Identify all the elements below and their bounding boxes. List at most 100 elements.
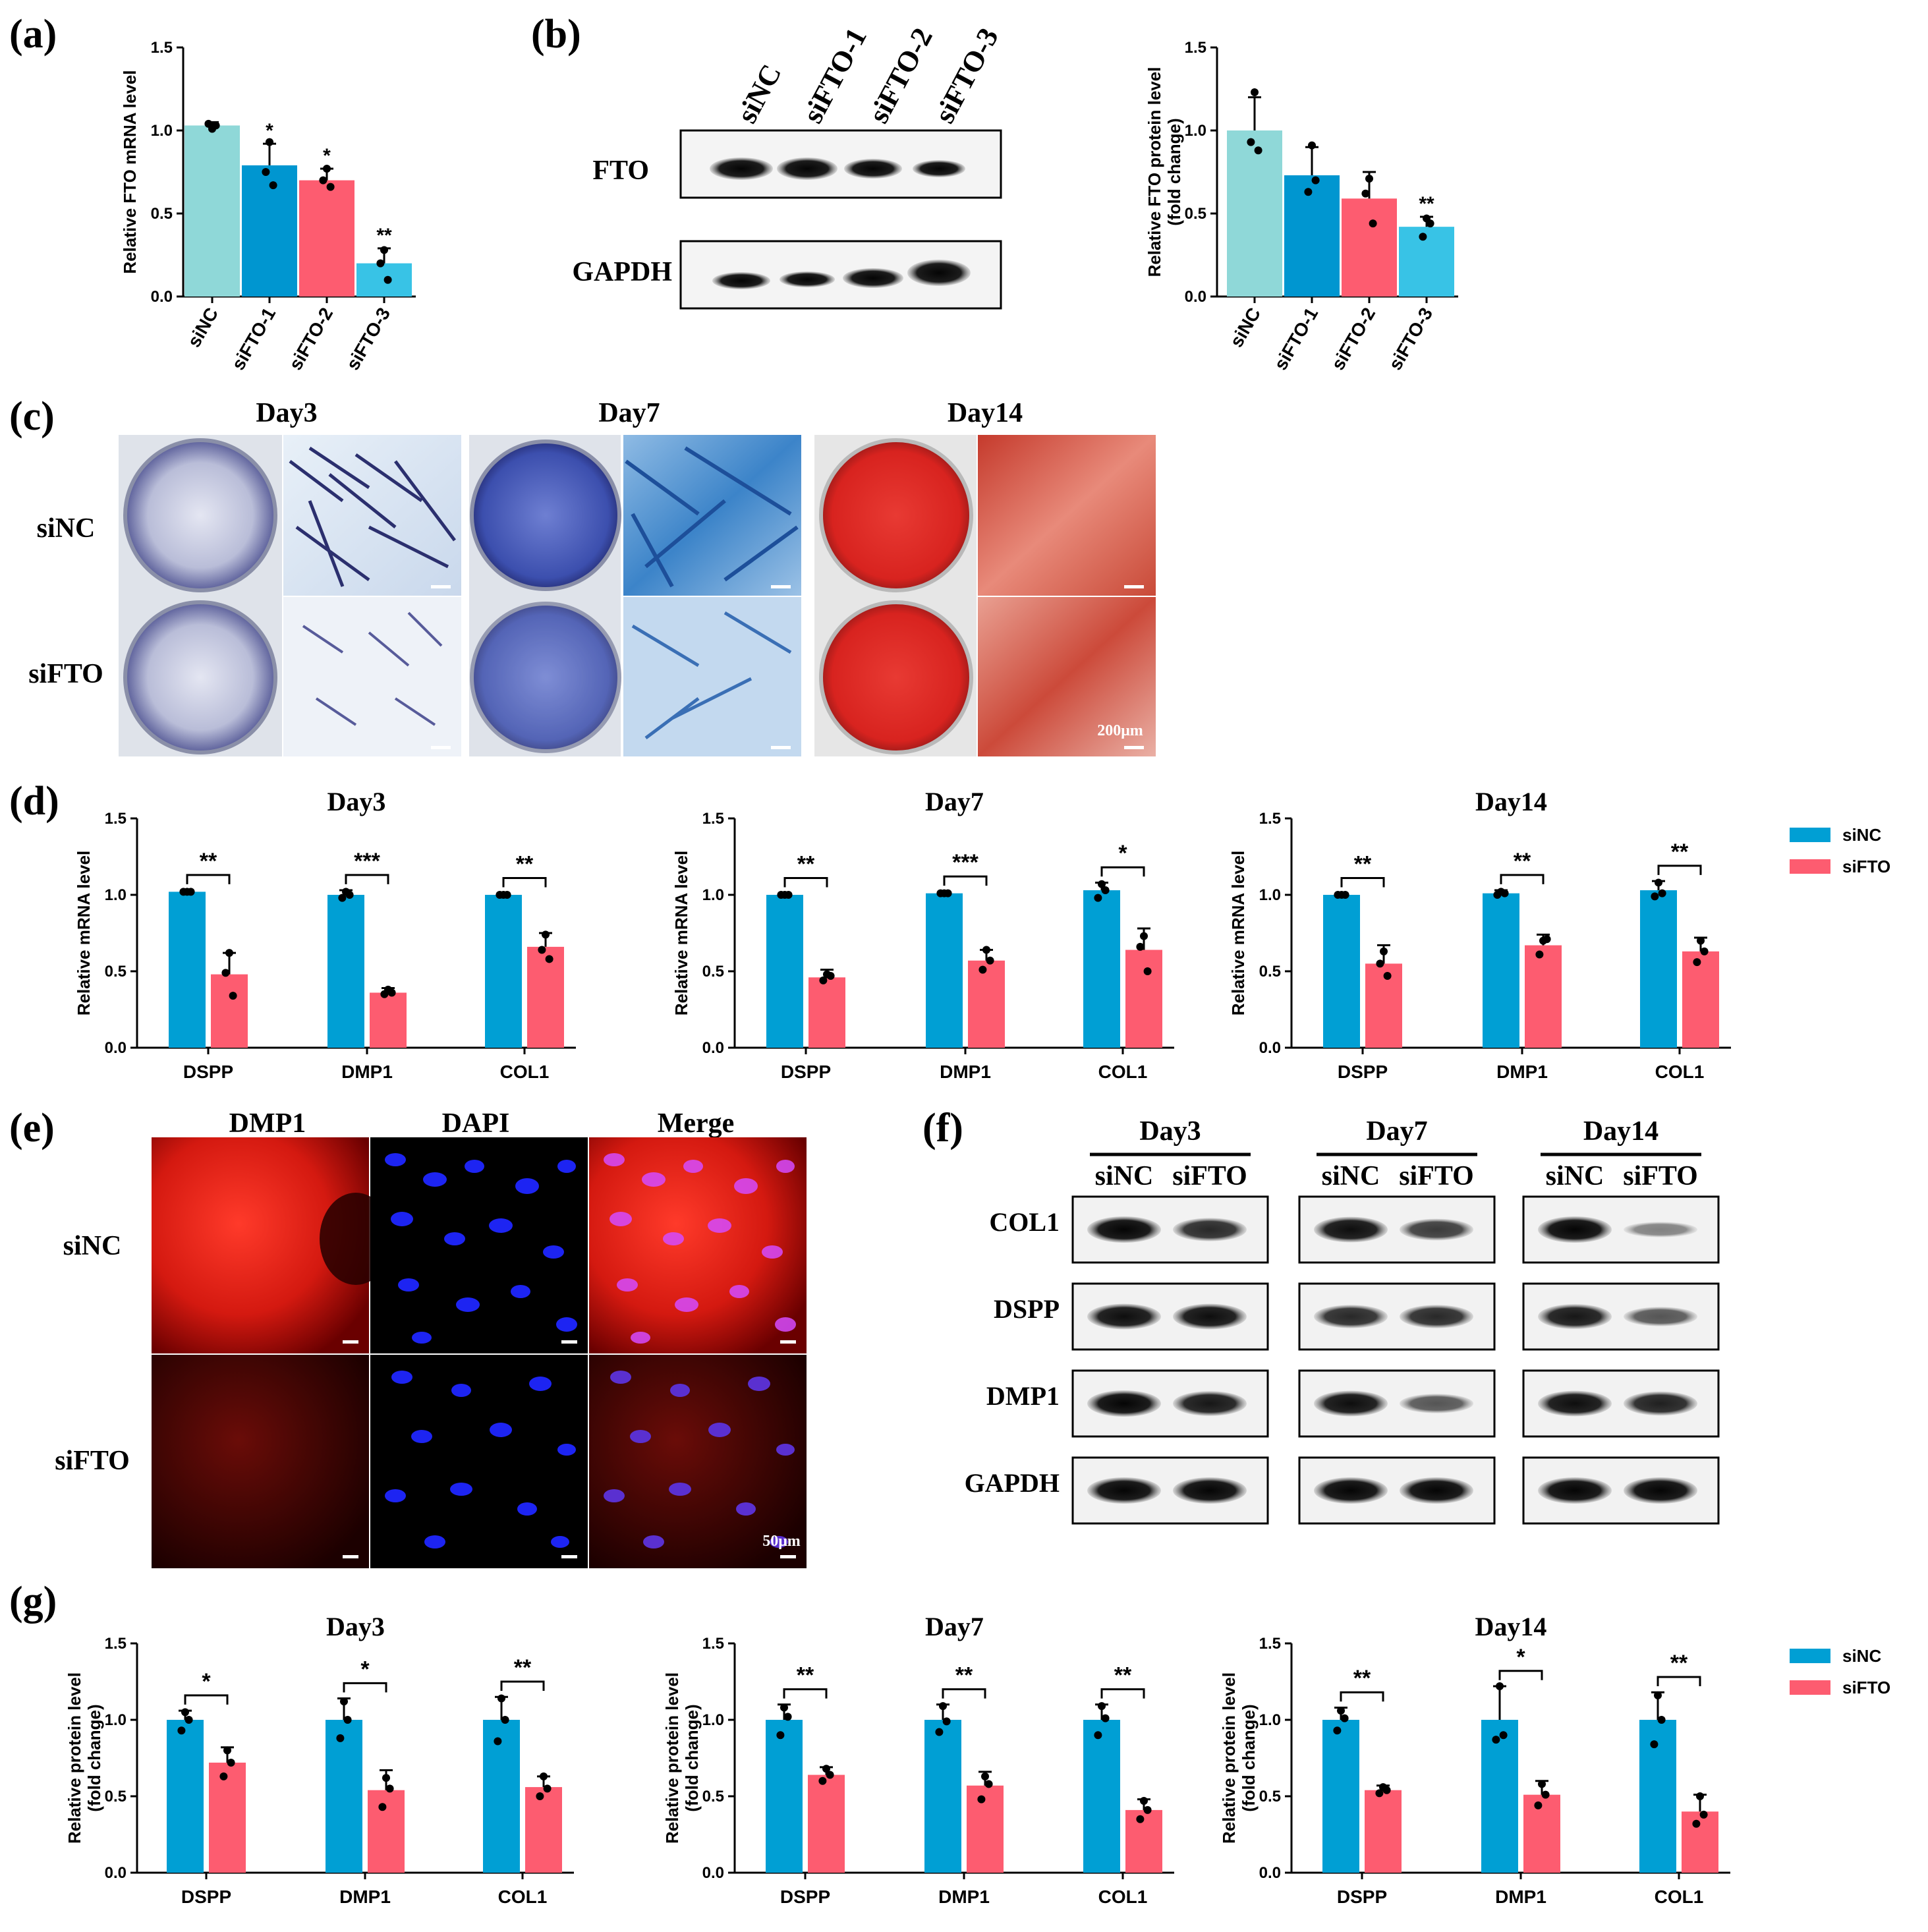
scale-bar — [1124, 585, 1144, 588]
chart-g-day3: 0.0 0.5 1.0 1.5 Relative protein level (fold … — [65, 1612, 574, 1907]
x-tick-label: DMP1 — [341, 1062, 393, 1082]
significance-bracket — [343, 1682, 387, 1693]
legend-label-sinc: siNC — [1842, 825, 1881, 845]
blot-band — [1173, 1218, 1247, 1241]
scale-bar — [343, 1555, 358, 1558]
stain-fibers — [289, 446, 456, 587]
significance-bracket — [943, 875, 988, 886]
dapi-nuclei — [385, 1371, 576, 1548]
y-tick-label: 0.0 — [1259, 1039, 1281, 1057]
data-point — [1383, 971, 1392, 980]
panel-label-a: (a) — [9, 12, 57, 57]
blot-f-day-label: Day3 — [1139, 1116, 1201, 1147]
blot-band — [777, 157, 837, 180]
data-point — [826, 971, 835, 980]
scale-bar-label: 200μm — [1097, 722, 1143, 739]
well-sifto-day7 — [470, 602, 621, 753]
blot-band — [1624, 1307, 1697, 1326]
if-dapi-sinc — [370, 1137, 588, 1353]
bar — [1227, 130, 1282, 297]
data-point — [1697, 936, 1705, 945]
blot-band — [1087, 1216, 1161, 1243]
y-tick-label: 0.0 — [151, 288, 173, 306]
data-point — [1500, 889, 1509, 897]
data-point — [1658, 889, 1666, 897]
data-point — [784, 891, 793, 899]
well-sinc-day7 — [470, 440, 621, 591]
data-point — [1098, 1702, 1106, 1711]
blot-b-lane-label: siNC — [731, 59, 788, 128]
data-point — [1650, 1740, 1659, 1749]
bar-sifto — [370, 992, 407, 1048]
bar-sifto — [525, 1787, 562, 1873]
data-point — [1496, 1682, 1504, 1690]
data-point — [1541, 1790, 1550, 1799]
x-tick-label: COL1 — [500, 1062, 550, 1082]
data-point — [1337, 1707, 1345, 1715]
data-point — [1143, 967, 1152, 975]
y-axis-label: Relative FTO protein level — [1145, 67, 1164, 277]
significance-bracket — [1498, 1670, 1543, 1680]
blot-f-lane-label: siNC — [1095, 1161, 1154, 1191]
data-point — [1341, 891, 1349, 899]
bar-sinc — [1483, 893, 1519, 1048]
data-point — [984, 1780, 993, 1788]
data-point — [1654, 1691, 1662, 1699]
y-tick-label: 1.5 — [105, 810, 127, 828]
data-point — [538, 946, 546, 954]
significance-bracket — [1657, 865, 1702, 875]
blot-band — [1624, 1222, 1697, 1237]
blot-band — [844, 159, 902, 179]
bar-sifto — [1682, 951, 1719, 1048]
chart-d-day7: 0.0 0.5 1.0 1.5 Relative mRNA level Day7 ** DSP… — [671, 787, 1174, 1082]
significance-stars: * — [202, 1669, 211, 1694]
data-point — [536, 1792, 544, 1800]
data-point — [1426, 219, 1434, 228]
x-tick-label: COL1 — [1655, 1887, 1704, 1907]
bar — [1342, 198, 1397, 297]
x-tick-label: DSPP — [1337, 1887, 1387, 1907]
significance-bracket — [783, 1688, 828, 1699]
bar-sinc — [1083, 1720, 1120, 1873]
data-point — [818, 1776, 827, 1785]
legend-swatch-sifto — [1790, 859, 1830, 874]
scale-bar — [561, 1555, 577, 1558]
y-tick-label: 1.5 — [702, 1635, 724, 1653]
data-point — [345, 891, 354, 899]
data-point — [380, 246, 388, 254]
blot-band — [1087, 1390, 1161, 1417]
data-point — [1140, 932, 1148, 940]
blot-b-row-label: GAPDH — [572, 257, 672, 287]
significance-stars: * — [360, 1657, 370, 1682]
merge-nuclei — [604, 1153, 796, 1344]
significance-stars: *** — [952, 850, 978, 875]
bar-sinc — [1639, 1720, 1676, 1873]
western-blot-f: COL1 DSPP DMP1 GAPDH Day3 siNC siFTO Day7 si… — [965, 1116, 1720, 1525]
blot-b-lane-label: siFTO-2 — [863, 22, 939, 128]
blot-band — [1538, 1390, 1612, 1417]
scale-bar — [780, 1340, 796, 1344]
significance-stars: ** — [514, 1655, 532, 1680]
significance-stars: ** — [797, 851, 815, 876]
stain-row-label: siNC — [37, 513, 96, 544]
data-point — [266, 138, 273, 146]
significance-stars: ** — [376, 225, 392, 246]
dapi-nuclei — [385, 1153, 577, 1344]
data-point — [497, 1694, 505, 1703]
scale-bar — [1124, 746, 1144, 749]
if-row-label: siFTO — [55, 1446, 130, 1476]
data-point — [1376, 959, 1384, 968]
stain-row-label: siFTO — [28, 659, 103, 689]
data-point — [1094, 1731, 1102, 1740]
data-point — [542, 930, 550, 939]
y-tick-label: 1.5 — [702, 810, 724, 828]
data-point — [783, 1713, 792, 1721]
x-tick-label: COL1 — [1098, 1062, 1148, 1082]
scale-bar — [780, 1555, 796, 1558]
legend-label-sifto: siFTO — [1842, 1678, 1890, 1697]
blot-band — [1173, 1303, 1247, 1330]
y-axis-label: Relative mRNA level — [671, 851, 691, 1015]
x-tick-label: DMP1 — [339, 1887, 391, 1907]
x-tick-label: DMP1 — [938, 1887, 990, 1907]
chart-title: Day7 — [925, 787, 984, 816]
